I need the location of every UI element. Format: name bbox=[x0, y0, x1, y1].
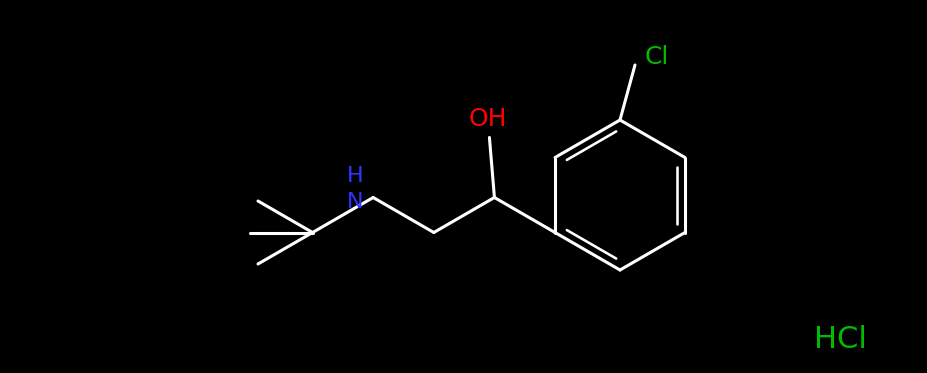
Text: Cl: Cl bbox=[644, 45, 668, 69]
Text: H: H bbox=[347, 166, 363, 185]
Text: HCl: HCl bbox=[813, 326, 866, 354]
Text: N: N bbox=[347, 192, 363, 213]
Text: OH: OH bbox=[468, 107, 506, 132]
